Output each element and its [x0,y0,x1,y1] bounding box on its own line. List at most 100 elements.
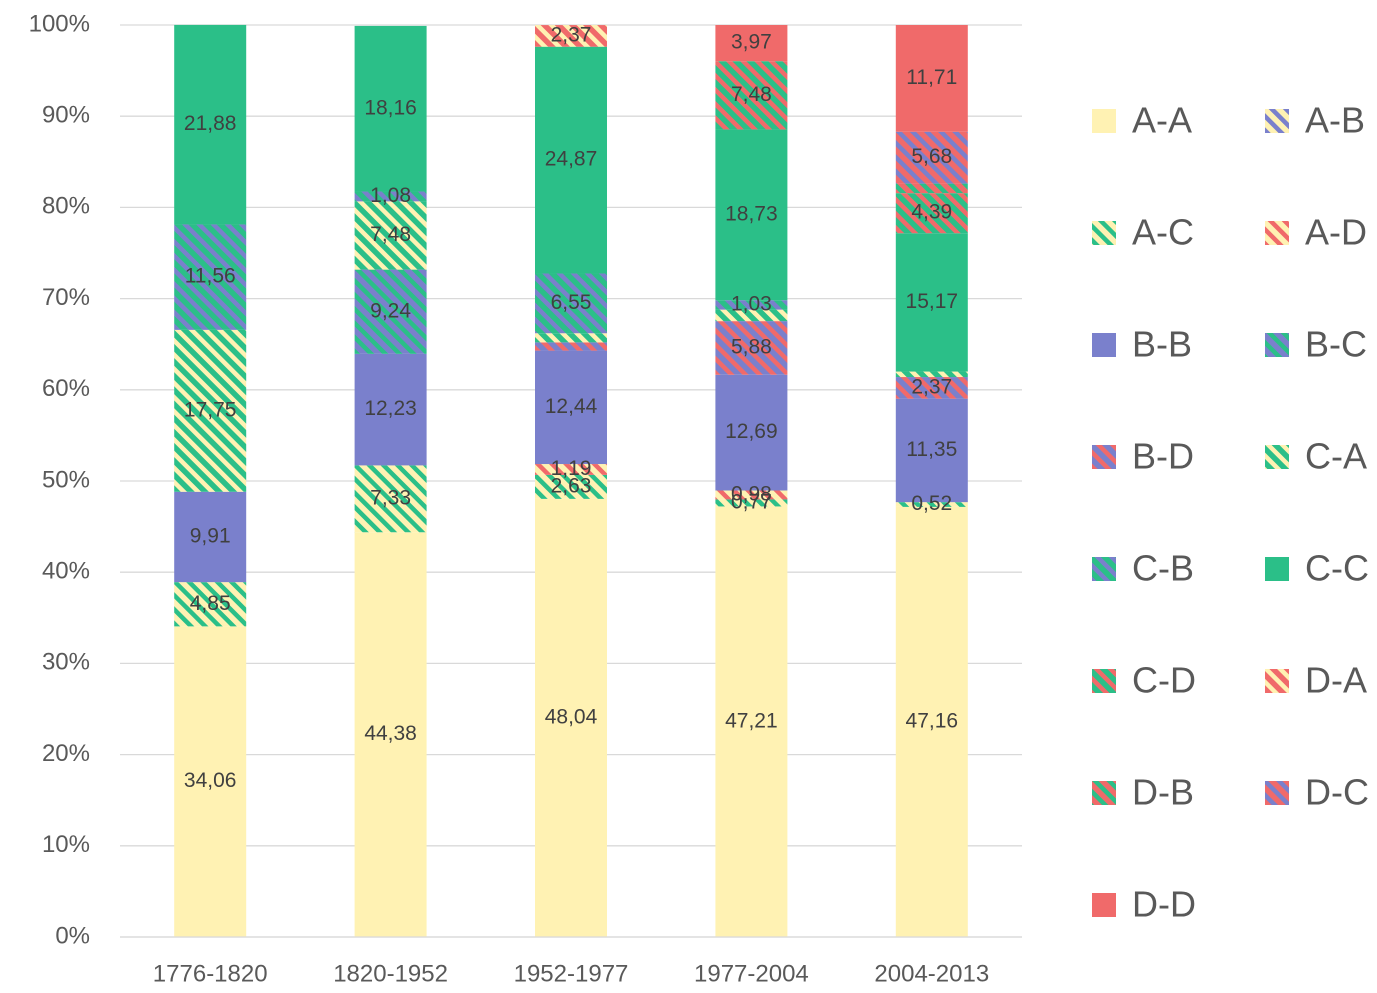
data-label: 2,37 [911,375,952,398]
data-label: 9,91 [190,524,231,547]
legend-label: C-C [1305,548,1369,589]
bar-segment [895,233,968,372]
data-label: 15,17 [906,290,959,313]
legend-swatch [1265,333,1289,357]
data-label: 11,56 [185,265,236,288]
bar-segment [535,474,607,499]
legend-label: A-B [1305,100,1365,141]
bar-segment [895,377,968,399]
data-label: 4,39 [911,201,952,224]
y-tick-label: 90% [42,102,90,129]
legend-label: D-D [1132,884,1196,925]
y-tick-label: 10% [42,831,90,858]
bar-segment [715,321,788,375]
data-label: 5,68 [911,145,952,168]
legend-swatch [1265,781,1289,805]
data-label: 11,71 [906,66,957,89]
bar-segment [354,25,427,192]
bar-segment [354,353,427,466]
data-label: 18,16 [364,96,417,119]
bar-segment [715,25,788,62]
bar-segment [535,350,607,465]
legend-swatch [1265,445,1289,469]
legend-label: C-B [1132,548,1194,589]
legend-label: B-C [1305,324,1367,365]
y-tick-label: 30% [42,649,90,676]
legend-label: D-B [1132,772,1194,813]
legend-swatch [1092,781,1116,805]
data-label: 9,24 [370,299,411,322]
data-label: 6,55 [551,291,592,314]
bar-segment [535,333,607,343]
bar-segment [535,342,607,351]
bar-segment [715,61,788,130]
bar-segment [715,499,788,507]
legend-swatch [1265,221,1289,245]
legend-label: C-A [1305,436,1367,477]
data-label: 24,87 [545,148,598,171]
bar-segment [354,191,427,202]
x-tick-label: 2004-2013 [874,960,989,987]
bar-segment [354,201,427,270]
bar-segment [535,464,607,475]
x-tick-label: 1820-1952 [333,960,448,987]
legend-swatch [1092,669,1116,693]
bar-segment [895,502,968,507]
bar-segment [715,374,788,491]
bar-segment [715,490,788,500]
bar-segment [174,224,247,330]
bar-segment [354,532,427,937]
data-label: 1,03 [731,292,772,315]
legend-label: A-C [1132,212,1194,253]
legend-swatch [1092,893,1116,917]
data-label: 0,98 [731,483,772,506]
data-label: 1,08 [370,184,411,207]
legend-label: C-D [1132,660,1196,701]
bar-segment [895,371,968,378]
legend-swatch [1265,109,1289,133]
data-label: 5,88 [731,335,772,358]
data-label: 18,73 [725,202,778,225]
x-tick-label: 1952-1977 [514,960,629,987]
bar-segment [895,183,968,194]
bar-segment [174,626,247,937]
bar-segment [895,193,968,234]
data-label: 48,04 [545,705,598,728]
data-label: 7,48 [370,223,411,246]
data-label: 4,85 [190,592,231,615]
bar-segment [354,465,427,533]
legend-label: D-C [1305,772,1369,813]
bar-segment [354,269,427,354]
bar-segment [535,498,607,937]
data-label: 12,23 [364,397,417,420]
x-tick-label: 1776-1820 [153,960,268,987]
y-tick-label: 0% [55,922,90,949]
data-label: 47,16 [906,709,959,732]
data-label: 2,37 [551,23,592,46]
y-tick-label: 40% [42,558,90,585]
data-label: 21,88 [184,112,237,135]
y-tick-label: 50% [42,466,90,493]
bar-segment [715,300,788,310]
x-tick-label: 1977-2004 [694,960,809,987]
data-label: 11,35 [906,438,957,461]
bar-segment [174,24,247,225]
legend-label: A-A [1132,100,1192,141]
y-tick-label: 20% [42,740,90,767]
bar-segment [535,46,607,274]
data-label: 12,44 [545,395,598,418]
bar-segment [895,506,968,937]
bar-segment [535,25,607,47]
data-label: 0,77 [731,490,772,513]
legend-swatch [1265,557,1289,581]
legend-label: A-D [1305,212,1367,253]
bar-segment [174,491,247,583]
bar-segment [715,129,788,301]
bar-segment [535,273,607,334]
data-label: 1,19 [551,457,592,480]
data-label: 7,48 [731,83,772,106]
bar-segment [895,131,968,184]
bar-segment [174,582,247,627]
legend-label: D-A [1305,660,1367,701]
